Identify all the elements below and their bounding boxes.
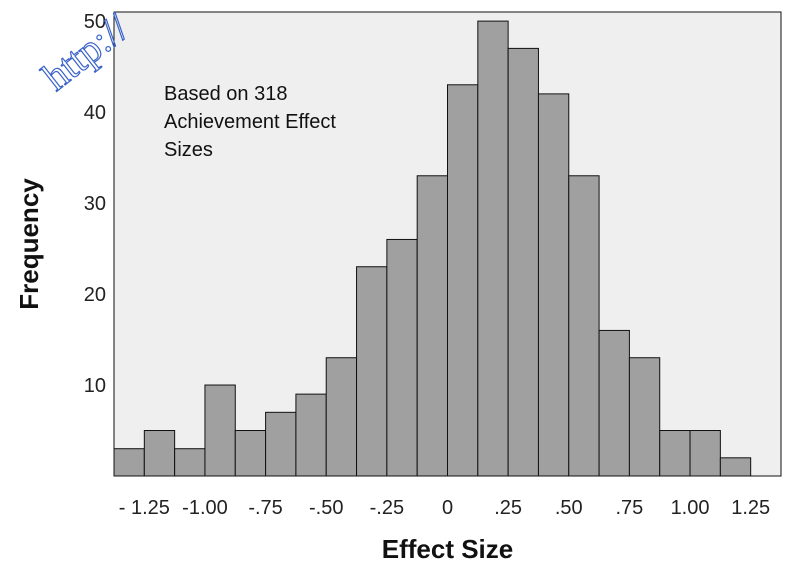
histogram-bar xyxy=(143,430,176,477)
annotation-line: Sizes xyxy=(164,139,213,161)
histogram-bar xyxy=(234,430,267,477)
x-tick-label: .25 xyxy=(494,497,522,519)
x-tick-label: -.50 xyxy=(309,497,343,519)
annotation-text: Based on 318 Achievement Effect Sizes xyxy=(164,83,342,161)
annotation-line: Achievement Effect xyxy=(164,111,336,133)
y-tick-label: 10 xyxy=(84,375,106,397)
x-tick-label: - 1.25 xyxy=(119,497,170,519)
x-tick-label: -.75 xyxy=(248,497,282,519)
histogram-bar xyxy=(507,47,539,477)
histogram-bar xyxy=(204,384,236,477)
y-tick-label: 40 xyxy=(84,102,106,124)
histogram-bar xyxy=(628,357,661,477)
histogram-bar xyxy=(598,329,630,477)
x-tick-label: -.25 xyxy=(370,497,404,519)
y-axis-title: Frequency xyxy=(14,178,44,310)
histogram-bar xyxy=(113,448,145,477)
histogram-bar xyxy=(477,20,509,477)
y-tick-label: 30 xyxy=(84,193,106,215)
histogram-bar xyxy=(659,430,691,477)
x-tick-label: .75 xyxy=(616,497,644,519)
annotation-line: Based on 318 xyxy=(164,83,287,105)
histogram-bar xyxy=(568,175,600,477)
histogram-bar xyxy=(416,175,449,477)
histogram-bar xyxy=(447,84,479,477)
y-tick-label: 50 xyxy=(84,11,106,33)
histogram-bar xyxy=(174,448,206,477)
x-tick-label: -1.00 xyxy=(182,497,228,519)
histogram-bar xyxy=(265,411,297,477)
histogram-bar xyxy=(325,357,358,477)
histogram-bar xyxy=(537,93,570,477)
y-tick-label: 20 xyxy=(84,284,106,306)
histogram-bar xyxy=(295,393,327,477)
y-axis-ticks: 10 20 30 40 50 xyxy=(84,11,106,397)
histogram-bar xyxy=(719,457,752,477)
x-tick-label: .50 xyxy=(555,497,583,519)
histogram-bar xyxy=(689,430,721,477)
x-axis-ticks: - 1.25 -1.00 -.75 -.50 -.25 0 .25 .50 .75 1.00 1.2… xyxy=(119,497,770,519)
x-axis-title: Effect Size xyxy=(382,534,514,563)
histogram-bar xyxy=(356,266,388,477)
histogram-bar xyxy=(386,238,418,477)
plot-frame xyxy=(113,11,782,477)
bars-group xyxy=(113,20,752,477)
x-tick-label: 1.25 xyxy=(731,497,770,519)
x-tick-label: 0 xyxy=(442,497,453,519)
x-tick-label: 1.00 xyxy=(671,497,710,519)
